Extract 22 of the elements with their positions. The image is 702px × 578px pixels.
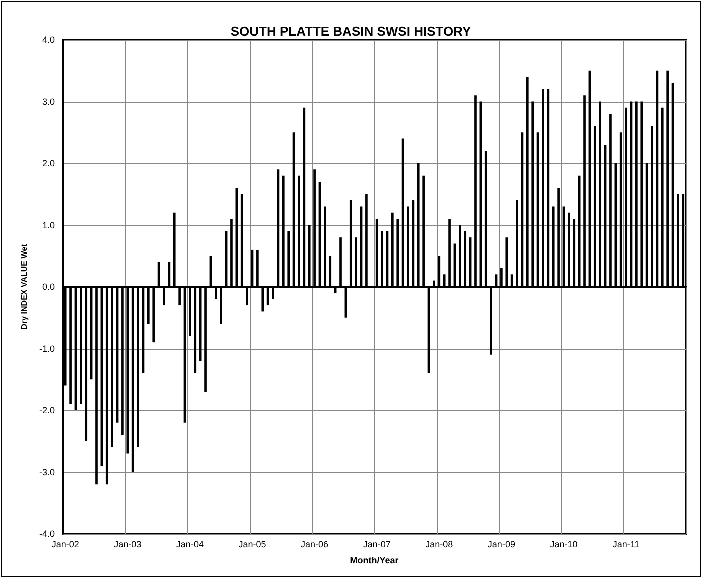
x-tick-label: Jan-04 <box>176 540 204 550</box>
x-axis-title: Month/Year <box>350 556 400 566</box>
x-tick-label: Jan-10 <box>550 540 578 550</box>
y-tick-label: -3.0 <box>39 467 55 478</box>
y-tick-label: -2.0 <box>39 406 55 416</box>
y-axis-title: Dry INDEX VALUE Wet <box>20 244 30 330</box>
y-tick-label: 1.0 <box>42 220 55 230</box>
chart-title: SOUTH PLATTE BASIN SWSI HISTORY <box>230 24 472 39</box>
y-tick-label: 2.0 <box>42 158 55 168</box>
y-tick-label: -4.0 <box>39 529 55 539</box>
x-tick-label: Jan-11 <box>612 540 640 550</box>
y-tick-label: 3.0 <box>42 96 55 107</box>
y-tick-label: 0.0 <box>42 282 55 292</box>
x-tick-label: Jan-06 <box>301 540 329 550</box>
y-tick-label: 4.0 <box>42 35 55 45</box>
x-tick-label: Jan-03 <box>114 540 142 550</box>
y-tick-label: -1.0 <box>39 344 55 354</box>
x-tick-label: Jan-09 <box>488 540 516 550</box>
x-tick-label: Jan-02 <box>52 540 80 550</box>
x-tick-label: Jan-05 <box>238 540 266 550</box>
x-tick-label: Jan-08 <box>426 540 454 550</box>
x-tick-label: Jan-07 <box>363 540 391 550</box>
